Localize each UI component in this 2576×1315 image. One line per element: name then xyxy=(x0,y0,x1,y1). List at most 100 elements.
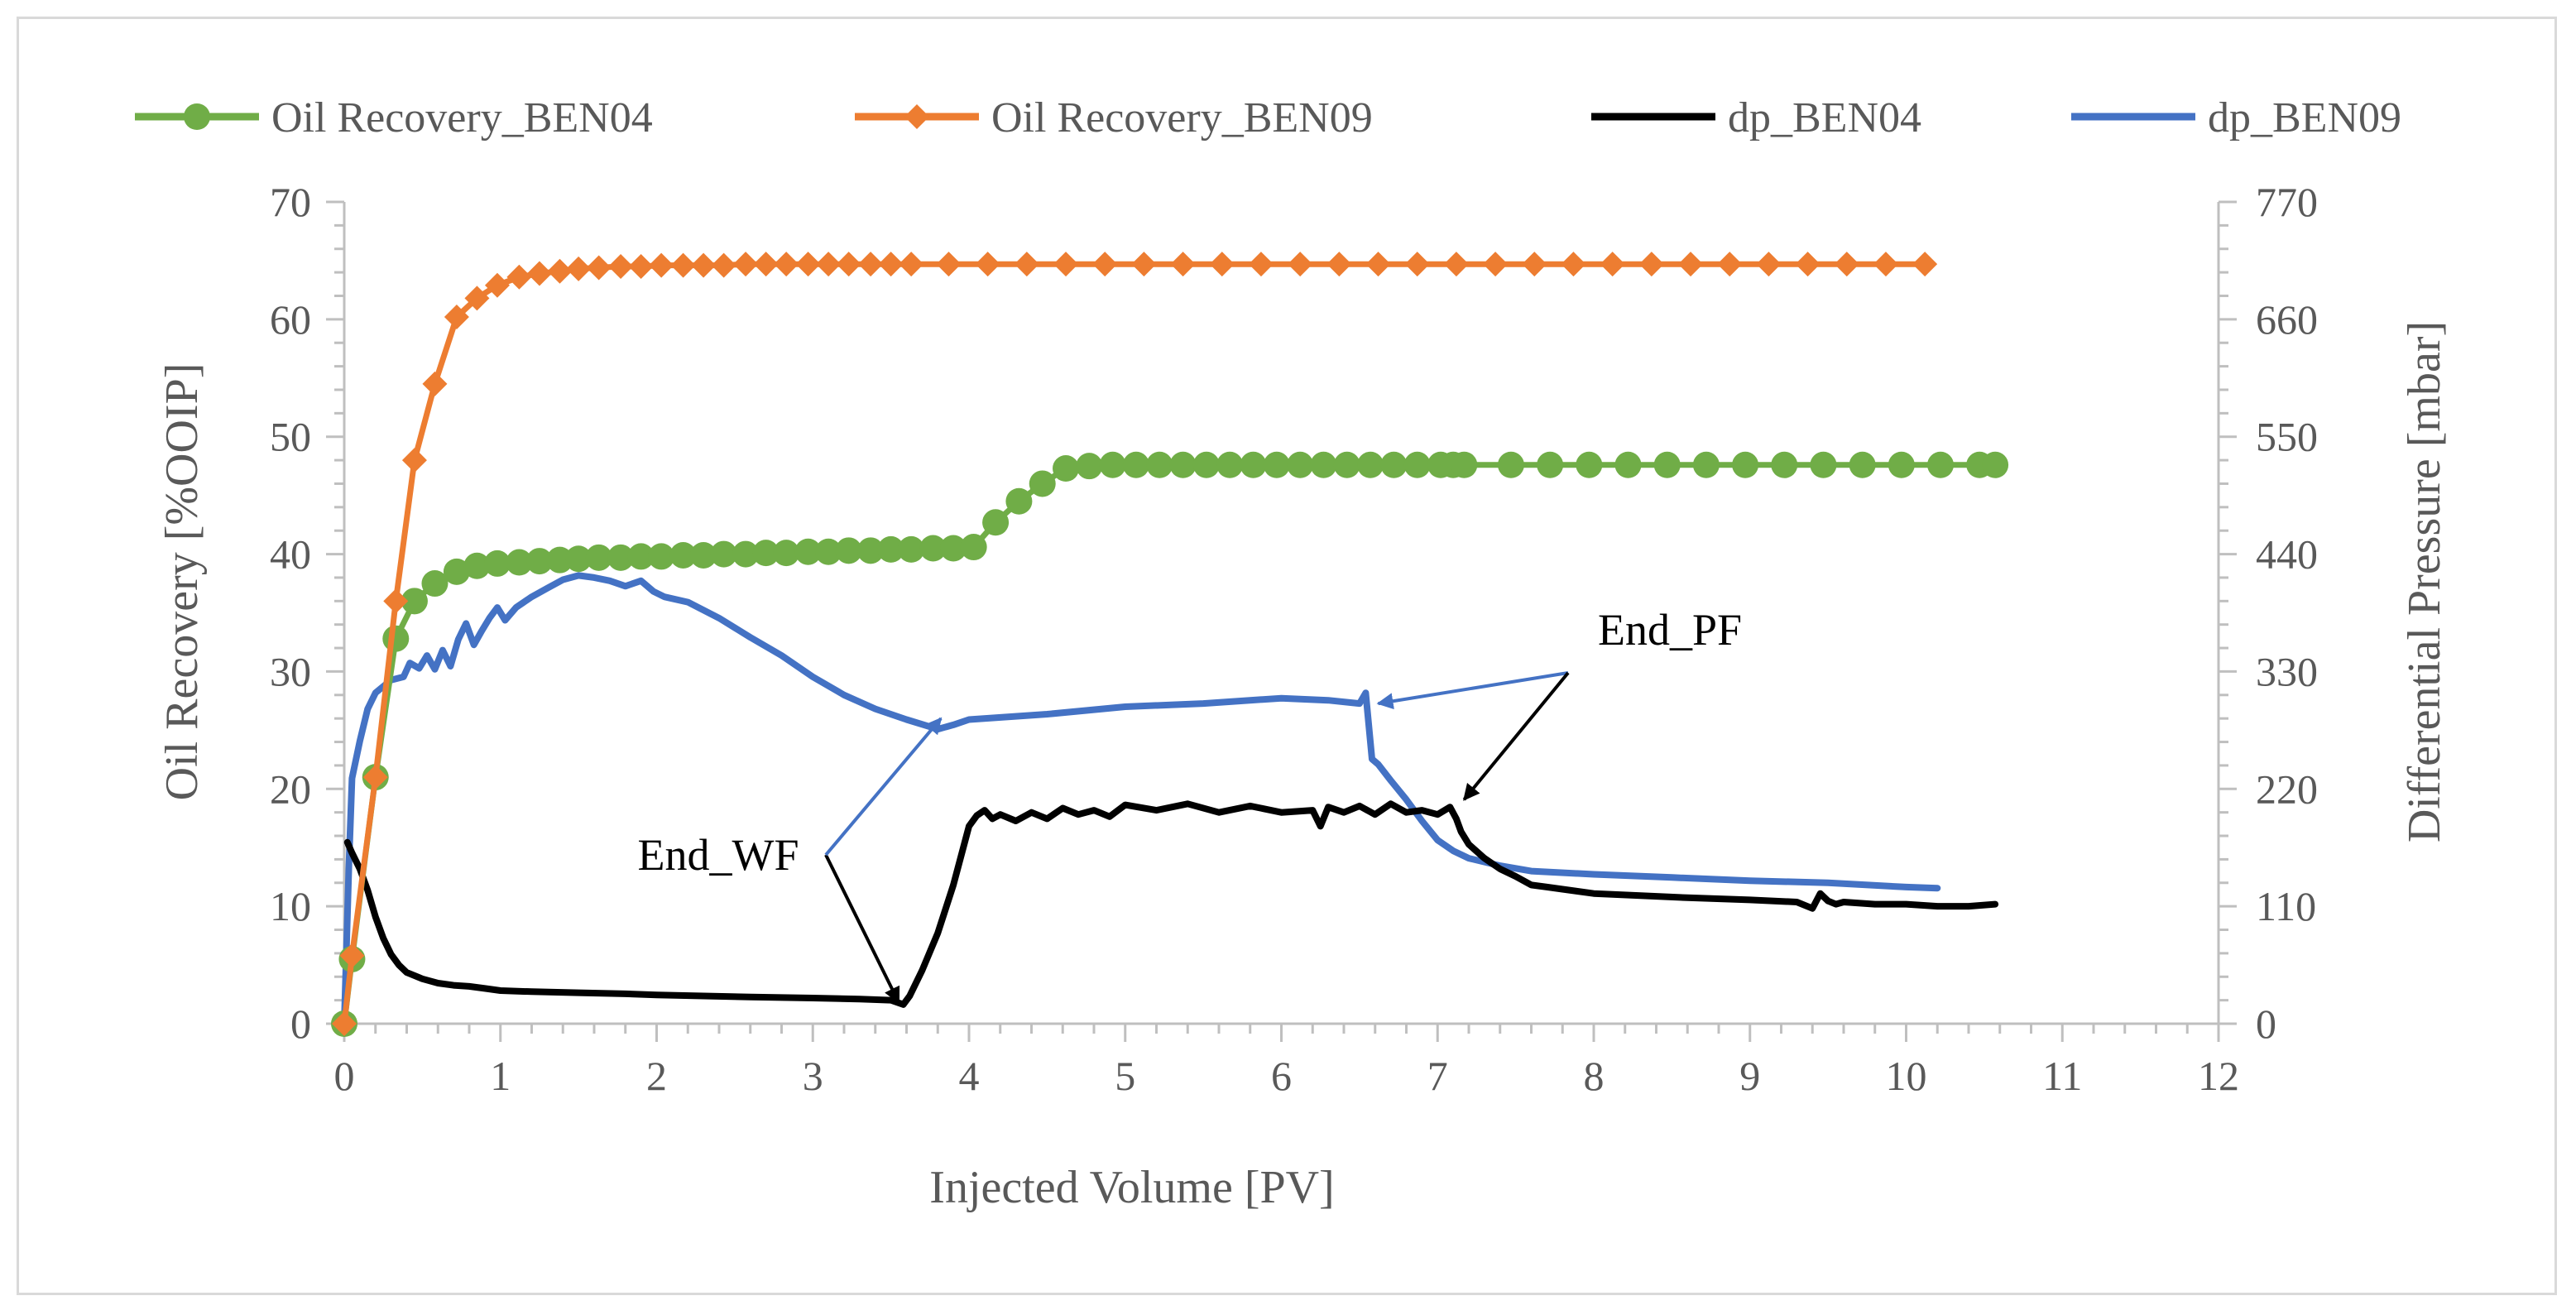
data-point xyxy=(506,549,533,576)
y2-tick-label: 440 xyxy=(2256,531,2318,578)
series-layer xyxy=(331,252,2009,1037)
data-point xyxy=(1732,451,1759,478)
data-point xyxy=(1326,252,1352,277)
legend-marker xyxy=(904,104,929,129)
y-tick-label: 70 xyxy=(270,179,311,225)
data-point xyxy=(960,534,987,561)
data-point xyxy=(1653,451,1681,478)
y2-tick-label: 110 xyxy=(2256,883,2316,929)
data-point xyxy=(1169,451,1197,478)
data-point xyxy=(899,252,924,277)
data-point xyxy=(858,252,884,277)
data-point xyxy=(1810,451,1837,478)
annotation-arrow xyxy=(824,717,943,857)
data-point xyxy=(1451,451,1478,478)
data-point xyxy=(877,535,904,563)
data-point xyxy=(1099,451,1126,478)
x-axis-title: Injected Volume [PV] xyxy=(929,1162,1334,1213)
x-tick-label: 7 xyxy=(1427,1053,1448,1099)
x-tick-label: 1 xyxy=(490,1053,511,1099)
data-point xyxy=(483,550,511,577)
data-point xyxy=(444,305,469,330)
data-point xyxy=(628,254,654,280)
annotation-arrow xyxy=(1462,671,1570,801)
data-point xyxy=(940,535,967,562)
data-point xyxy=(690,541,717,569)
series-oil-recovery-ben09 xyxy=(332,252,1938,1036)
data-point xyxy=(1756,252,1782,277)
data-point xyxy=(1403,451,1431,478)
x-tick-label: 11 xyxy=(2042,1053,2082,1099)
legend-label: dp_BEN09 xyxy=(2208,94,2401,142)
data-point xyxy=(1333,451,1360,478)
data-point xyxy=(383,588,409,614)
data-point xyxy=(1771,451,1798,478)
x-tick-label: 6 xyxy=(1271,1053,1292,1099)
data-point xyxy=(975,252,1000,277)
data-point xyxy=(1443,252,1469,277)
data-point xyxy=(710,540,737,568)
data-point xyxy=(1404,252,1430,277)
legend-label: Oil Recovery_BEN04 xyxy=(271,94,653,142)
data-point xyxy=(773,540,800,567)
x-tick-label: 0 xyxy=(334,1053,355,1099)
data-point xyxy=(835,537,862,564)
data-point xyxy=(506,264,532,290)
y-tick-label: 60 xyxy=(270,296,311,343)
y-tick-label: 30 xyxy=(270,648,311,694)
data-point xyxy=(1497,451,1524,478)
data-point xyxy=(752,540,780,567)
data-point xyxy=(898,535,925,563)
data-point xyxy=(1053,455,1080,482)
data-point xyxy=(670,252,696,278)
y-tick-label: 40 xyxy=(270,531,311,578)
data-point xyxy=(1561,252,1586,277)
data-point xyxy=(1483,252,1509,277)
data-point xyxy=(362,765,388,790)
x-tick-label: 4 xyxy=(959,1053,980,1099)
annotation-arrow xyxy=(824,854,900,1005)
data-point xyxy=(586,255,612,281)
data-point xyxy=(919,535,947,562)
data-point xyxy=(816,252,842,277)
y-tick-label: 20 xyxy=(270,765,311,812)
y2-tick-label: 660 xyxy=(2256,296,2318,343)
data-point xyxy=(627,543,655,570)
data-point xyxy=(401,448,427,473)
annotation-end-wf: End_WF xyxy=(638,717,943,1005)
x-tick-label: 8 xyxy=(1584,1053,1605,1099)
data-point xyxy=(1076,453,1103,480)
data-point xyxy=(1638,252,1664,277)
data-point xyxy=(1717,252,1743,277)
annotation-label: End_WF xyxy=(638,830,799,880)
data-point xyxy=(711,252,736,278)
series-dp-ben04 xyxy=(343,800,1999,1008)
data-point xyxy=(1537,451,1564,478)
data-point xyxy=(422,371,448,396)
data-point xyxy=(1873,252,1898,277)
data-point xyxy=(1849,451,1876,478)
data-point xyxy=(1288,252,1313,277)
data-point xyxy=(1310,451,1337,478)
series-line xyxy=(343,800,1999,1008)
series-oil-recovery-ben04 xyxy=(331,451,2009,1037)
data-point xyxy=(1357,451,1384,478)
data-point xyxy=(525,548,553,575)
x-tick-label: 9 xyxy=(1739,1053,1760,1099)
data-point xyxy=(1678,252,1704,277)
data-point xyxy=(753,252,779,277)
data-point xyxy=(1029,470,1056,497)
legend-label: dp_BEN04 xyxy=(1728,94,1921,142)
data-point xyxy=(1888,451,1915,478)
data-point xyxy=(1131,252,1157,277)
x-tick-label: 2 xyxy=(646,1053,667,1099)
chart-svg: 0 1 2 3 4 5 6 7 8 9 10 11 12010203040506070011022033… xyxy=(135,94,2450,1213)
data-point xyxy=(565,545,592,573)
data-point xyxy=(836,252,861,277)
data-point xyxy=(732,540,760,568)
x-tick-label: 5 xyxy=(1115,1053,1135,1099)
legend-item: dp_BEN04 xyxy=(1591,94,1921,142)
annotation-layer: End_WF End_PF xyxy=(638,605,1742,1005)
data-point xyxy=(691,252,717,278)
data-point xyxy=(608,254,634,280)
